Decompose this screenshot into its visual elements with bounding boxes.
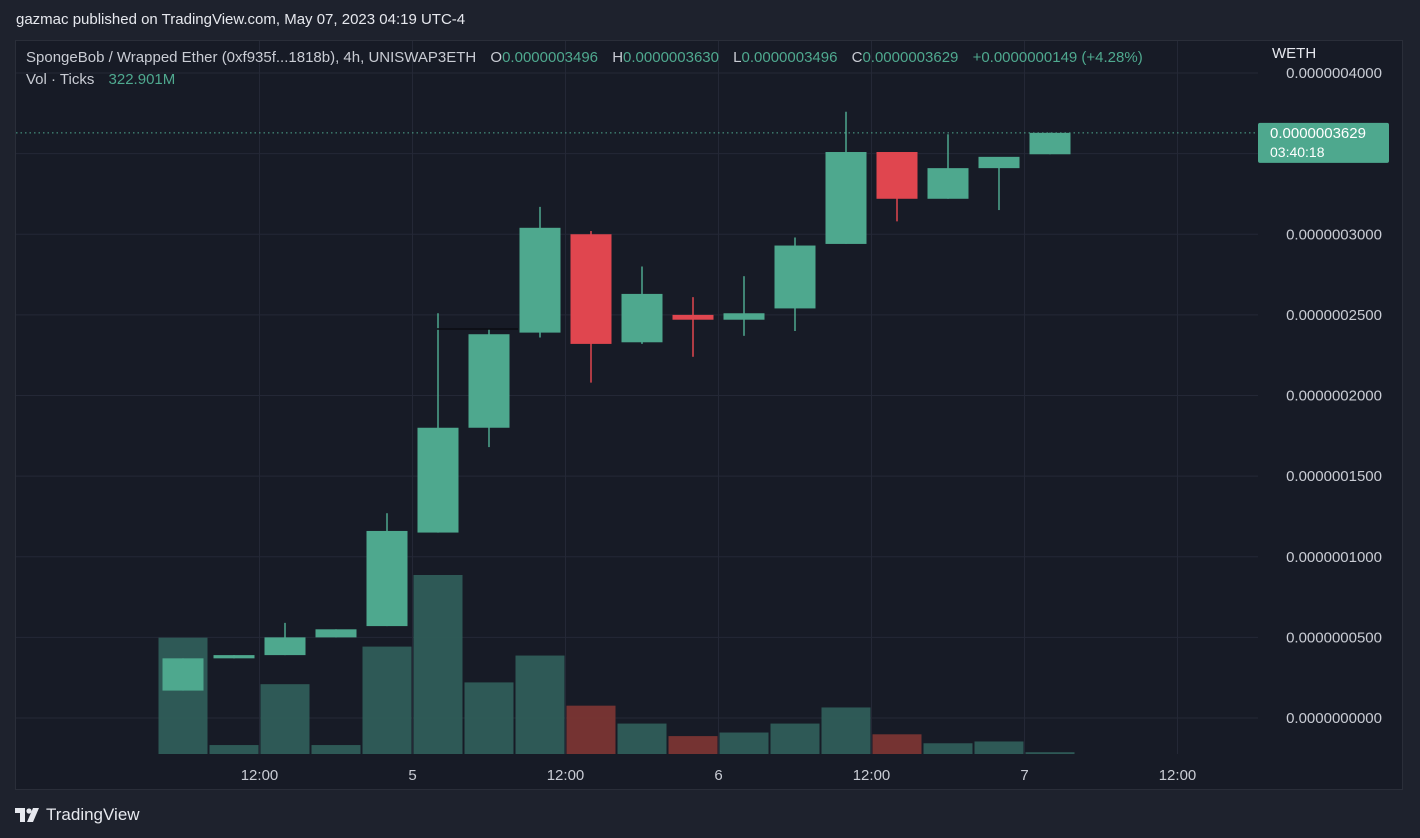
candle-body <box>927 168 969 199</box>
last-price-tag <box>1258 122 1389 163</box>
legend-close-value: 0.0000003629 <box>862 49 959 66</box>
last-price-value: 0.0000003629 <box>1270 125 1366 142</box>
candle-body <box>315 629 357 638</box>
candle-body <box>723 313 765 320</box>
price-line-layer <box>16 132 1258 330</box>
candle-body <box>162 658 204 691</box>
price-tick-label: 0.0000002500 <box>1286 307 1382 324</box>
candle-layer <box>162 111 1071 691</box>
price-tick-label: 0.0000000000 <box>1286 710 1382 727</box>
candle-countdown: 03:40:18 <box>1270 144 1325 160</box>
volume-bar[interactable] <box>974 741 1024 754</box>
price-tick-label: 0.0000002000 <box>1286 388 1382 405</box>
tradingview-logo-icon <box>15 808 39 822</box>
price-tick-label: 0.0000004000 <box>1286 65 1382 82</box>
legend-volume-label[interactable]: Vol · Ticks <box>26 71 95 88</box>
footer-branding[interactable]: TradingView <box>14 802 140 828</box>
volume-bar[interactable] <box>311 745 361 754</box>
candle[interactable] <box>723 276 765 336</box>
candle[interactable] <box>162 658 204 691</box>
candle[interactable] <box>978 156 1020 211</box>
legend-volume-row: Vol · Ticks 322.901M <box>26 69 1143 91</box>
legend-high-value: 0.0000003630 <box>623 49 719 66</box>
legend-open-value: 0.0000003496 <box>502 49 599 66</box>
candle[interactable] <box>417 313 459 533</box>
price-scale-currency[interactable]: WETH <box>1272 45 1316 62</box>
candle[interactable] <box>774 237 816 331</box>
candle-body <box>825 152 867 244</box>
candle-body <box>621 293 663 343</box>
candle-body <box>1029 132 1071 155</box>
volume-layer <box>158 575 1075 754</box>
axis-layer: 0.0000000000 0.0000000500 0.0000001000 0.00… <box>241 45 1389 784</box>
candle-body <box>774 245 816 309</box>
candle[interactable] <box>672 297 714 357</box>
candle-body <box>570 234 612 344</box>
candle[interactable] <box>825 111 867 244</box>
price-tick-label: 0.0000001000 <box>1286 549 1382 566</box>
candle-body <box>876 152 918 199</box>
candle[interactable] <box>1029 132 1071 155</box>
candle[interactable] <box>570 231 612 383</box>
time-tick-label: 12:00 <box>241 767 279 784</box>
volume-bar[interactable] <box>260 684 310 754</box>
legend-change: +0.0000000149 (+4.28%) <box>972 49 1143 66</box>
candle[interactable] <box>264 622 306 656</box>
legend-close-label: C <box>851 49 863 66</box>
candle-body <box>978 156 1020 169</box>
volume-bar[interactable] <box>770 723 820 754</box>
header-bar: gazmac published on TradingView.com, May… <box>0 0 1420 40</box>
legend-open-label: O <box>490 49 503 66</box>
volume-bar[interactable] <box>821 707 871 754</box>
volume-bar[interactable] <box>362 646 412 754</box>
chart-frame[interactable] <box>15 40 1403 790</box>
candle[interactable] <box>213 655 255 659</box>
candle-body <box>417 427 459 533</box>
candle-body <box>366 530 408 627</box>
volume-bar[interactable] <box>464 682 514 754</box>
candle-body <box>672 314 714 320</box>
candle-body <box>468 334 510 428</box>
legend-low-value: 0.0000003496 <box>741 49 838 66</box>
price-tick-label: 0.0000000500 <box>1286 629 1382 646</box>
time-tick-label: 12:00 <box>547 767 585 784</box>
price-tick-label: 0.0000001500 <box>1286 468 1382 485</box>
candle-body <box>519 227 561 333</box>
time-tick-label: 12:00 <box>1159 767 1197 784</box>
legend-symbol[interactable]: SpongeBob / Wrapped Ether (0xf935f...181… <box>26 49 477 66</box>
time-tick-label: 5 <box>408 767 416 784</box>
candle[interactable] <box>621 266 663 344</box>
volume-bar[interactable] <box>515 655 565 754</box>
candle[interactable] <box>927 134 969 199</box>
time-tick-label: 6 <box>714 767 722 784</box>
candle[interactable] <box>876 152 918 222</box>
volume-bar[interactable] <box>719 732 769 754</box>
legend-low-label: L <box>733 49 742 66</box>
volume-bar[interactable] <box>158 637 208 754</box>
time-tick-label: 7 <box>1020 767 1028 784</box>
candle[interactable] <box>366 513 408 627</box>
publish-info: gazmac published on TradingView.com, May… <box>16 11 466 28</box>
candle-body <box>264 637 306 656</box>
volume-bar[interactable] <box>1025 752 1075 754</box>
legend-ohlc-row: SpongeBob / Wrapped Ether (0xf935f...181… <box>26 47 1143 69</box>
footer-brand-text: TradingView <box>46 805 140 824</box>
volume-bar[interactable] <box>668 736 718 754</box>
chart-legend: SpongeBob / Wrapped Ether (0xf935f...181… <box>26 47 1143 91</box>
volume-bar[interactable] <box>209 745 259 754</box>
legend-volume-value: 322.901M <box>108 71 176 88</box>
candle-body <box>213 655 255 659</box>
volume-bar[interactable] <box>566 705 616 754</box>
volume-bar[interactable] <box>872 734 922 754</box>
volume-bar[interactable] <box>617 723 667 754</box>
volume-bar[interactable] <box>923 743 973 754</box>
candle[interactable] <box>519 206 561 338</box>
time-tick-label: 12:00 <box>853 767 891 784</box>
volume-bar[interactable] <box>413 575 463 754</box>
candle[interactable] <box>468 329 510 448</box>
candle[interactable] <box>315 629 357 638</box>
price-tick-label: 0.0000003000 <box>1286 226 1382 243</box>
legend-high-label: H <box>612 49 624 66</box>
